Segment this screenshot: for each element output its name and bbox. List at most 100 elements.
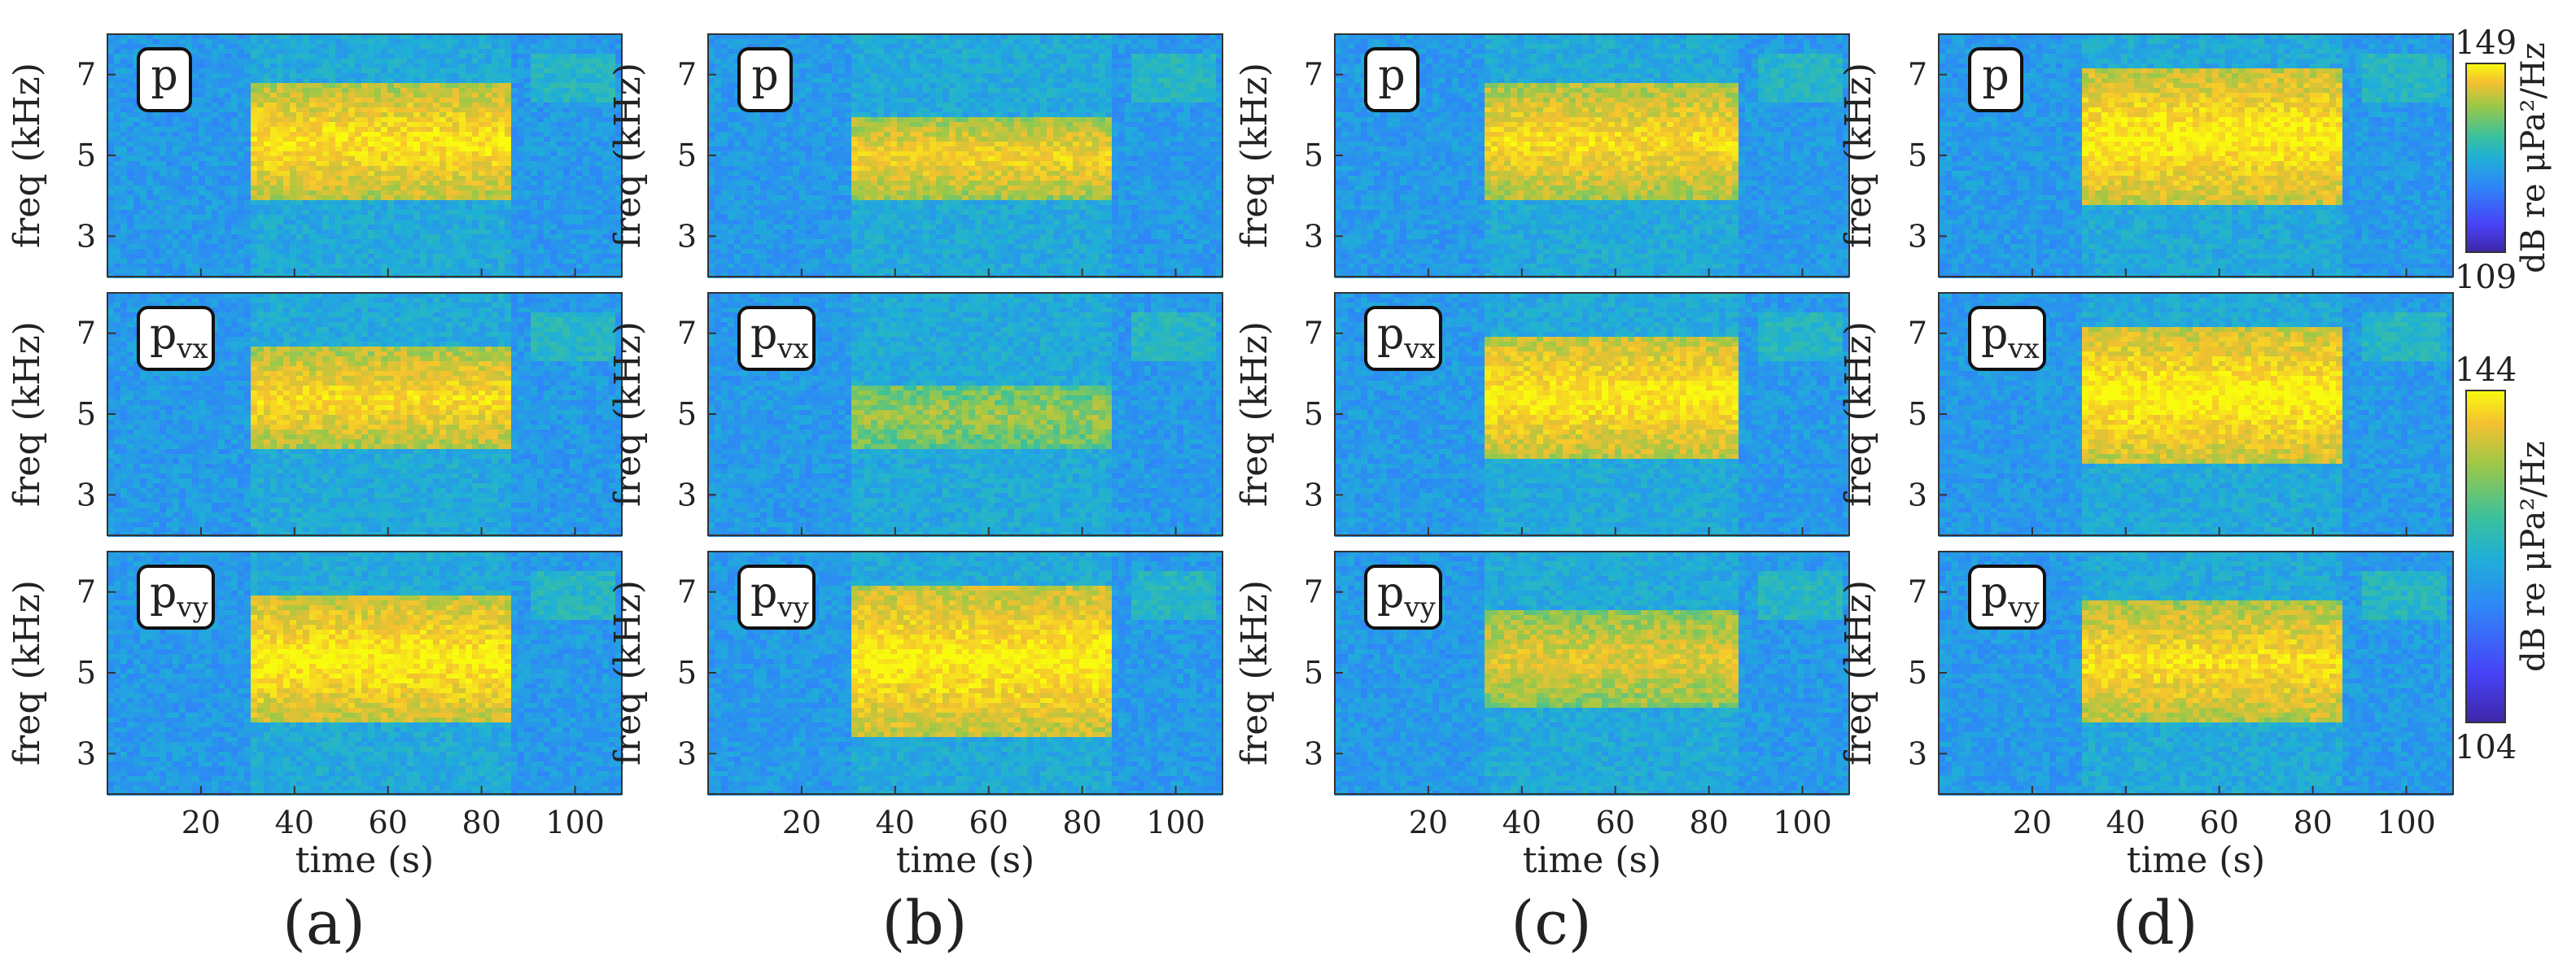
spectrogram-cell bbox=[166, 142, 173, 146]
spectrogram-cell bbox=[342, 107, 348, 112]
spectrogram-cell bbox=[596, 122, 602, 127]
spectrogram-cell bbox=[479, 49, 485, 54]
spectrogram-cell bbox=[173, 151, 179, 156]
spectrogram-cell bbox=[394, 103, 400, 107]
spectrogram-cell bbox=[453, 185, 459, 190]
spectrogram-cell bbox=[524, 107, 531, 112]
spectrogram-cell bbox=[420, 132, 426, 137]
spectrogram-cell bbox=[114, 59, 120, 63]
spectrogram-cell bbox=[205, 93, 212, 98]
spectrogram-cell bbox=[472, 166, 479, 171]
spectrogram-cell bbox=[283, 137, 290, 142]
spectrogram-cell bbox=[583, 127, 589, 132]
spectrogram-cell bbox=[329, 54, 335, 59]
spectrogram-cell bbox=[518, 161, 524, 166]
spectrogram-cell bbox=[205, 117, 212, 122]
spectrogram-cell bbox=[570, 190, 576, 195]
spectrogram-cell bbox=[550, 185, 557, 190]
spectrogram-cell bbox=[453, 176, 459, 181]
spectrogram-cell bbox=[173, 146, 179, 151]
spectrogram-cell bbox=[505, 63, 511, 68]
spectrogram-cell bbox=[394, 98, 400, 103]
spectrogram-cell bbox=[420, 39, 426, 44]
spectrogram-cell bbox=[303, 93, 309, 98]
spectrogram-cell bbox=[316, 171, 322, 176]
spectrogram-cell bbox=[563, 59, 570, 63]
spectrogram-cell bbox=[420, 142, 426, 146]
spectrogram-cell bbox=[511, 73, 518, 78]
spectrogram-cell bbox=[589, 132, 596, 137]
spectrogram-cell bbox=[387, 185, 394, 190]
spectrogram-cell bbox=[609, 49, 615, 54]
spectrogram-cell bbox=[459, 49, 466, 54]
spectrogram-cell bbox=[453, 132, 459, 137]
spectrogram-cell bbox=[576, 142, 583, 146]
spectrogram-cell bbox=[199, 127, 205, 132]
spectrogram-cell bbox=[368, 166, 374, 171]
spectrogram-cell bbox=[492, 103, 498, 107]
spectrogram-cell bbox=[492, 68, 498, 73]
spectrogram-cell bbox=[361, 107, 368, 112]
spectrogram-cell bbox=[133, 176, 140, 181]
spectrogram-cell bbox=[453, 156, 459, 161]
spectrogram-cell bbox=[303, 122, 309, 127]
spectrogram-cell bbox=[348, 190, 355, 195]
spectrogram-cell bbox=[544, 39, 550, 44]
spectrogram-cell bbox=[264, 73, 270, 78]
spectrogram-cell bbox=[576, 146, 583, 151]
spectrogram-cell bbox=[264, 44, 270, 49]
spectrogram-cell bbox=[251, 156, 257, 161]
spectrogram-cell bbox=[133, 132, 140, 137]
spectrogram-cell bbox=[413, 142, 420, 146]
spectrogram-cell bbox=[466, 107, 472, 112]
spectrogram-cell bbox=[374, 73, 381, 78]
spectrogram-cell bbox=[335, 44, 342, 49]
spectrogram-cell bbox=[160, 127, 166, 132]
spectrogram-cell bbox=[225, 127, 231, 132]
spectrogram-cell bbox=[381, 78, 387, 83]
spectrogram-cell bbox=[114, 185, 120, 190]
spectrogram-cell bbox=[303, 161, 309, 166]
spectrogram-cell bbox=[290, 176, 296, 181]
spectrogram-cell bbox=[394, 117, 400, 122]
spectrogram-cell bbox=[361, 78, 368, 83]
spectrogram-cell bbox=[133, 185, 140, 190]
spectrogram-cell bbox=[133, 39, 140, 44]
spectrogram-cell bbox=[426, 151, 433, 156]
spectrogram-cell bbox=[505, 122, 511, 127]
spectrogram-cell bbox=[335, 151, 342, 156]
spectrogram-cell bbox=[316, 151, 322, 156]
spectrogram-cell bbox=[322, 156, 329, 161]
spectrogram-cell bbox=[524, 132, 531, 137]
spectrogram-cell bbox=[518, 122, 524, 127]
spectrogram-cell bbox=[361, 142, 368, 146]
spectrogram-cell bbox=[596, 190, 602, 195]
spectrogram-cell bbox=[231, 117, 238, 122]
spectrogram-cell bbox=[413, 190, 420, 195]
spectrogram-cell bbox=[290, 73, 296, 78]
spectrogram-cell bbox=[283, 190, 290, 195]
spectrogram-cell bbox=[544, 142, 550, 146]
spectrogram-cell bbox=[400, 166, 407, 171]
spectrogram-cell bbox=[570, 117, 576, 122]
spectrogram-cell bbox=[407, 73, 413, 78]
spectrogram-cell bbox=[283, 161, 290, 166]
spectrogram-cell bbox=[531, 107, 537, 112]
spectrogram-cell bbox=[264, 59, 270, 63]
spectrogram-cell bbox=[413, 68, 420, 73]
spectrogram-cell bbox=[264, 156, 270, 161]
spectrogram-cell bbox=[387, 98, 394, 103]
spectrogram-cell bbox=[426, 93, 433, 98]
spectrogram-cell bbox=[361, 122, 368, 127]
spectrogram-cell bbox=[225, 190, 231, 195]
spectrogram-cell bbox=[440, 190, 446, 195]
spectrogram-cell bbox=[290, 107, 296, 112]
spectrogram-cell bbox=[225, 63, 231, 68]
spectrogram-cell bbox=[114, 137, 120, 142]
spectrogram-cell bbox=[199, 59, 205, 63]
spectrogram-cell bbox=[153, 117, 160, 122]
spectrogram-cell bbox=[394, 63, 400, 68]
spectrogram-cell bbox=[368, 151, 374, 156]
spectrogram-cell bbox=[342, 98, 348, 103]
spectrogram-cell bbox=[381, 73, 387, 78]
